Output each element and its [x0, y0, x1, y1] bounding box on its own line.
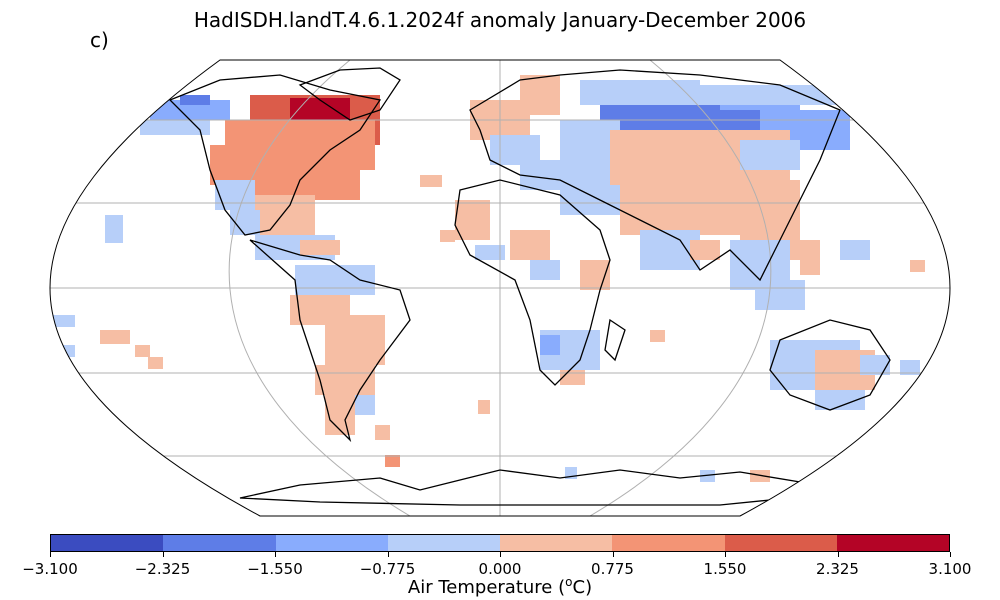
- colorbar-tick-label: 3.100: [928, 560, 972, 578]
- colorbar-tick-label: −3.100: [22, 560, 78, 578]
- colorbar-tickmark: [837, 552, 839, 557]
- colorbar-tick-label: 1.550: [703, 560, 747, 578]
- colorbar-label: Air Temperature (oC): [407, 575, 593, 598]
- colorbar-segment-6: [724, 535, 837, 551]
- colorbar-tickmark: [612, 552, 614, 557]
- colorbar-tickmark: [50, 552, 51, 557]
- colorbar-tick-label: −1.550: [247, 560, 303, 578]
- panel-label: c): [90, 28, 109, 52]
- colorbar-segment-1: [163, 535, 276, 551]
- colorbar-tick-label: 2.325: [816, 560, 859, 578]
- map-title: HadISDH.landT.4.6.1.2024f anomaly Januar…: [193, 8, 807, 32]
- colorbar-segment-3: [387, 535, 500, 551]
- colorbar-segment-5: [612, 535, 725, 551]
- grid-cells: [50, 75, 925, 482]
- unit-superscript: o: [565, 575, 573, 589]
- colorbar: [50, 534, 950, 552]
- graticule: [50, 60, 950, 516]
- coastlines: [168, 67, 891, 506]
- colorbar-segment-7: [836, 535, 949, 551]
- colorbar-label-text: Air Temperature: [407, 577, 553, 598]
- colorbar-tickmark: [725, 552, 726, 557]
- colorbar-tickmark: [275, 552, 276, 557]
- colorbar-tickmark: [950, 552, 951, 557]
- colorbar-segment-4: [500, 535, 613, 551]
- colorbar-tickmark: [162, 552, 164, 557]
- colorbar-tickmark: [387, 552, 389, 557]
- colorbar-tick-label: −2.325: [134, 560, 191, 578]
- globe-outline: [49, 59, 951, 517]
- colorbar-segment-2: [275, 535, 388, 551]
- colorbar-segment-0: [51, 535, 164, 551]
- unit-suffix: C: [572, 577, 586, 598]
- colorbar-tick-label: −0.775: [359, 560, 416, 578]
- colorbar-tick-label: 0.000: [478, 560, 522, 578]
- colorbar-tickmark: [500, 552, 501, 557]
- colorbar-tick-label: 0.775: [591, 560, 634, 578]
